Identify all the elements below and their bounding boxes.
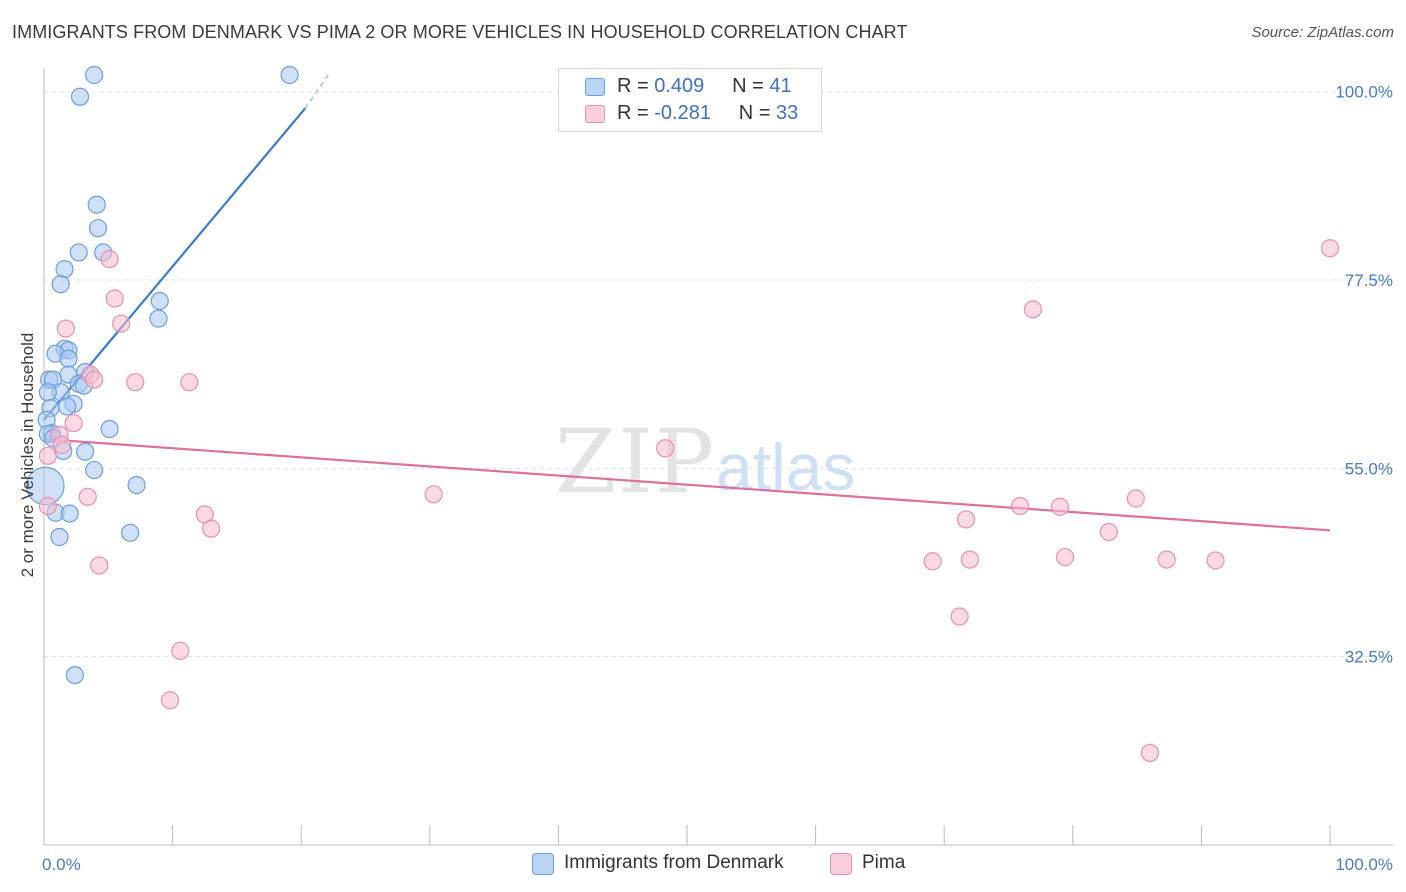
- trendline-pima: [43, 437, 1331, 532]
- point-denmark: [76, 442, 95, 461]
- point-denmark: [149, 309, 168, 328]
- point-pima: [950, 607, 969, 626]
- point-denmark: [280, 65, 299, 85]
- bottom-legend-label: Pima: [862, 852, 906, 873]
- watermark-zip: ZIP: [555, 410, 716, 513]
- point-denmark: [70, 87, 90, 106]
- point-pima: [1320, 239, 1340, 258]
- point-pima: [1140, 743, 1160, 763]
- bottom-legend-swatch-pink: [830, 853, 852, 875]
- trendline-denmark-extension: [304, 74, 329, 109]
- grid-lines: [44, 91, 1393, 658]
- x-tick-labels: 0.0% 100.0%: [42, 855, 1393, 874]
- x-tick-label: 0.0%: [42, 855, 81, 874]
- watermark-atlas: atlas: [716, 430, 855, 504]
- legend-swatch-blue: [585, 78, 605, 96]
- legend-r-value: 0.409: [654, 75, 705, 97]
- y-tick-labels: 32.5% 55.0% 77.5% 100.0%: [1335, 83, 1393, 667]
- point-pima: [1023, 300, 1043, 319]
- point-denmark: [85, 65, 104, 85]
- point-pima: [1099, 522, 1118, 542]
- point-pima: [656, 439, 675, 458]
- point-denmark: [85, 460, 104, 480]
- point-denmark: [60, 504, 79, 523]
- y-tick-label: 55.0%: [1345, 459, 1393, 478]
- point-pima: [126, 373, 145, 392]
- bottom-legend-swatch-blue: [532, 853, 554, 875]
- legend-r-label: R =: [617, 75, 649, 97]
- point-denmark: [38, 383, 57, 402]
- point-pima: [1010, 496, 1030, 516]
- point-pima: [38, 496, 57, 516]
- legend-r-label: R =: [617, 102, 649, 124]
- point-pima: [923, 552, 942, 571]
- legend-n-label: N =: [732, 75, 764, 97]
- point-denmark: [69, 243, 88, 262]
- point-pima: [78, 487, 97, 506]
- point-pima: [202, 519, 221, 538]
- point-pima: [424, 485, 443, 504]
- x-tick-label: 100.0%: [1335, 855, 1393, 874]
- legend-n-value: 33: [776, 102, 799, 124]
- point-denmark: [88, 219, 108, 238]
- point-denmark: [50, 527, 69, 547]
- bottom-legend-label: Immigrants from Denmark: [564, 852, 784, 873]
- point-denmark: [59, 349, 78, 368]
- point-pima: [1157, 550, 1176, 569]
- point-denmark: [65, 665, 84, 685]
- legend-swatch-pink: [585, 105, 605, 123]
- point-denmark: [51, 275, 70, 294]
- point-pima: [1206, 551, 1225, 570]
- point-pima: [105, 289, 124, 308]
- point-pima: [64, 414, 83, 433]
- legend-r-value: -0.281: [654, 102, 711, 124]
- point-pima: [180, 373, 199, 392]
- point-pima: [38, 446, 57, 465]
- point-pima: [1050, 497, 1070, 516]
- point-denmark: [150, 291, 169, 311]
- point-pima: [100, 250, 119, 269]
- point-pima: [90, 556, 109, 575]
- y-axis-label: 2 or more Vehicles in Household: [18, 333, 37, 578]
- point-denmark: [55, 260, 74, 279]
- point-pima: [56, 319, 75, 338]
- y-tick-label: 32.5%: [1345, 648, 1393, 667]
- point-pima: [112, 314, 131, 333]
- legend-n-label: N =: [738, 102, 771, 124]
- point-denmark: [87, 195, 106, 214]
- point-pima: [1055, 547, 1075, 567]
- y-tick-label: 100.0%: [1335, 83, 1393, 102]
- watermark: ZIP atlas: [555, 410, 855, 513]
- point-pima: [52, 435, 72, 455]
- chart-title: IMMIGRANTS FROM DENMARK VS PIMA 2 OR MOR…: [12, 22, 908, 42]
- legend-n-value: 41: [769, 75, 792, 97]
- point-pima: [85, 370, 104, 389]
- point-pima: [1126, 489, 1145, 508]
- point-denmark: [100, 419, 119, 439]
- data-points: [25, 65, 1340, 763]
- point-denmark: [58, 397, 77, 416]
- point-denmark: [121, 523, 140, 542]
- y-tick-label: 77.5%: [1345, 271, 1393, 290]
- point-denmark: [127, 476, 146, 495]
- point-pima: [160, 691, 180, 710]
- point-pima: [960, 550, 980, 569]
- correlation-legend: R = 0.409 N = 41 R = -0.281 N = 33: [558, 68, 822, 132]
- point-pima: [171, 641, 190, 660]
- point-pima: [956, 510, 976, 529]
- source-label: Source: ZipAtlas.com: [1251, 24, 1394, 41]
